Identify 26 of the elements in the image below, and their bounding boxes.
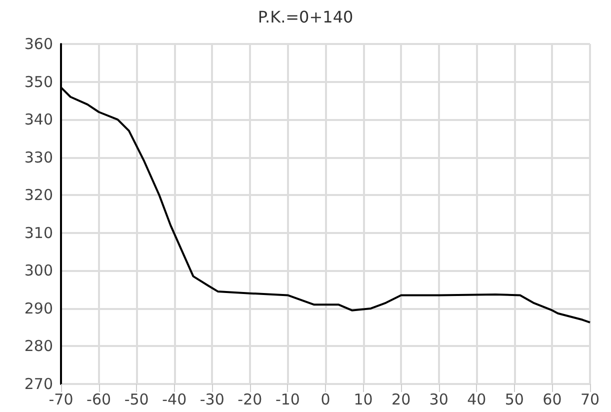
y-tick-label: 300 xyxy=(24,262,53,280)
y-tick-label: 320 xyxy=(24,186,53,204)
x-tick-label: 30 xyxy=(429,390,448,408)
x-tick-label: -10 xyxy=(275,390,300,408)
y-tick-label: 290 xyxy=(24,299,53,318)
x-tick-label: 40 xyxy=(467,390,486,408)
x-tick-label: 70 xyxy=(580,390,600,408)
x-tick-label: -60 xyxy=(86,390,112,408)
x-tick-label: 20 xyxy=(392,390,411,408)
x-tick-label: 10 xyxy=(354,390,373,408)
x-tick-label: 0 xyxy=(320,390,330,408)
x-tick-label: -40 xyxy=(162,390,187,408)
y-tick-label: 280 xyxy=(24,337,53,356)
x-tick-label: 50 xyxy=(504,390,524,408)
y-tick-label: 340 xyxy=(24,110,53,129)
x-tick-label: -20 xyxy=(238,390,262,408)
x-tick-label: 60 xyxy=(542,390,562,408)
chart-title: P.K.=0+140 xyxy=(258,8,354,26)
x-tick-label: -50 xyxy=(124,390,149,408)
y-tick-label: 270 xyxy=(24,375,53,393)
y-tick-label: 330 xyxy=(24,148,53,166)
y-tick-label: 360 xyxy=(24,35,53,53)
y-tick-label: 350 xyxy=(24,72,53,91)
x-tick-label: -30 xyxy=(200,390,224,408)
x-tick-label: -70 xyxy=(48,390,74,408)
y-tick-label: 310 xyxy=(24,224,53,242)
